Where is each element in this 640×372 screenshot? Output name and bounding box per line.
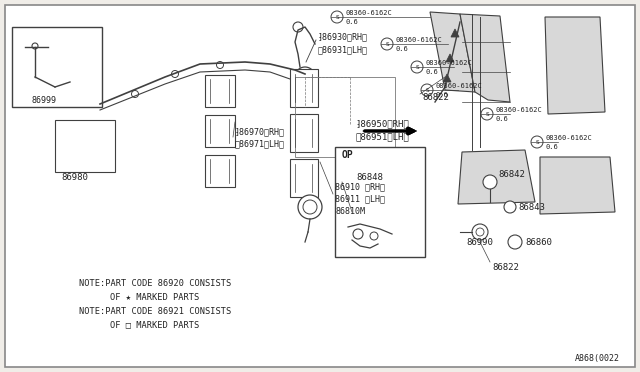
Text: OF ★ MARKED PARTS: OF ★ MARKED PARTS [110, 292, 200, 301]
Text: 0.6: 0.6 [545, 144, 557, 150]
Text:  86951（LH）:  86951（LH） [355, 132, 409, 141]
Bar [55, 120, 115, 172]
Text: S: S [415, 64, 419, 70]
Circle shape [421, 84, 433, 96]
Text: 86822: 86822 [492, 263, 519, 272]
Text: 08360-6162C: 08360-6162C [395, 37, 442, 43]
Circle shape [298, 195, 322, 219]
Bar [290, 69, 318, 107]
Circle shape [131, 90, 138, 97]
Circle shape [504, 201, 516, 213]
Text: NOTE:PART CODE 86921 CONSISTS: NOTE:PART CODE 86921 CONSISTS [79, 308, 231, 317]
Text: 86980: 86980 [61, 173, 88, 182]
Text: S: S [335, 15, 339, 19]
Text: 0.6: 0.6 [395, 46, 408, 52]
Circle shape [353, 229, 363, 239]
Circle shape [172, 71, 179, 77]
Bar [205, 75, 235, 107]
Bar [290, 114, 318, 152]
Circle shape [370, 232, 378, 240]
Text: OF □ MARKED PARTS: OF □ MARKED PARTS [110, 321, 200, 330]
Text: 08360-6162C: 08360-6162C [435, 83, 482, 89]
Text: 86822: 86822 [422, 93, 449, 102]
Text: 86842: 86842 [498, 170, 525, 179]
Text: 0.6: 0.6 [495, 116, 508, 122]
Circle shape [299, 71, 311, 83]
Text: S: S [385, 42, 389, 46]
Text:  86931（LH）:  86931（LH） [318, 45, 368, 55]
Bar [12, 27, 102, 107]
Circle shape [331, 11, 343, 23]
Text: S: S [535, 140, 539, 144]
Text: 0.6: 0.6 [345, 19, 358, 25]
Polygon shape [443, 74, 451, 82]
Text: ⁆86950（RH）: ⁆86950（RH） [355, 119, 409, 128]
Circle shape [216, 61, 223, 68]
Text: 08360-6162C: 08360-6162C [545, 135, 592, 141]
Text: ⁆86970（RH）: ⁆86970（RH） [235, 128, 285, 137]
Circle shape [381, 38, 393, 50]
Circle shape [472, 224, 488, 240]
Bar [205, 115, 235, 147]
Circle shape [293, 22, 303, 32]
Text: 86911 （LH）: 86911 （LH） [335, 195, 385, 203]
Text: ⁆86930（RH）: ⁆86930（RH） [318, 32, 368, 42]
Text: A868(0022: A868(0022 [575, 353, 620, 362]
Bar [290, 159, 318, 197]
Bar [295, 77, 395, 157]
Polygon shape [430, 12, 475, 92]
Circle shape [481, 108, 493, 120]
Polygon shape [451, 29, 459, 37]
Text: 0.6: 0.6 [435, 92, 448, 98]
Polygon shape [458, 150, 535, 204]
Text: 08360-6162C: 08360-6162C [425, 60, 472, 66]
Text: 08360-6162C: 08360-6162C [345, 10, 392, 16]
Text: S: S [425, 87, 429, 93]
Text: 86810M: 86810M [335, 206, 365, 215]
Bar [205, 155, 235, 187]
Text: 86848: 86848 [356, 173, 383, 182]
Circle shape [411, 61, 423, 73]
Circle shape [32, 43, 38, 49]
Text: 86910 （RH）: 86910 （RH） [335, 183, 385, 192]
Text: NOTE:PART CODE 86920 CONSISTS: NOTE:PART CODE 86920 CONSISTS [79, 279, 231, 289]
Text: 0.6: 0.6 [425, 69, 438, 75]
Circle shape [508, 235, 522, 249]
Polygon shape [446, 54, 454, 62]
Text: 86990: 86990 [466, 237, 493, 247]
Polygon shape [545, 17, 605, 114]
Polygon shape [460, 14, 510, 102]
Circle shape [295, 67, 315, 87]
Bar [335, 147, 425, 257]
Circle shape [483, 175, 497, 189]
Circle shape [303, 200, 317, 214]
Text: 08360-6162C: 08360-6162C [495, 107, 541, 113]
Text:  86971（LH）:  86971（LH） [235, 140, 285, 148]
Circle shape [476, 228, 484, 236]
Circle shape [531, 136, 543, 148]
Text: 86860: 86860 [525, 237, 552, 247]
Polygon shape [540, 157, 615, 214]
Text: 86999: 86999 [31, 96, 56, 105]
Text: OP: OP [342, 150, 354, 160]
Text: S: S [485, 112, 489, 116]
Text: 86843: 86843 [518, 202, 545, 212]
